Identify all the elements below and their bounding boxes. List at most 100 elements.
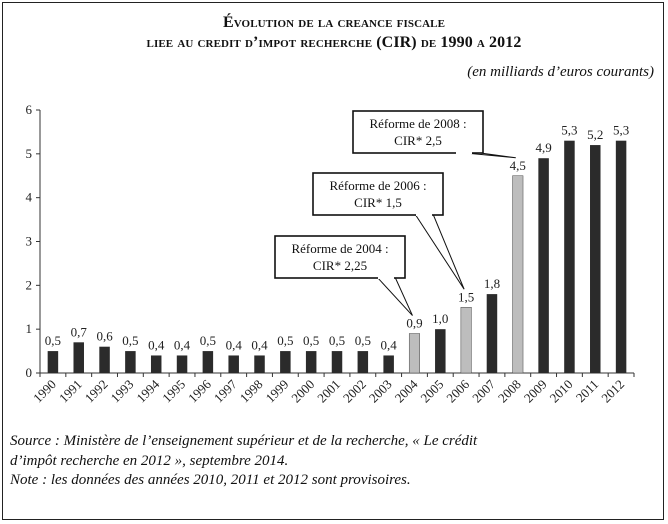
- bar-chart: 0,5 0,7 0,6 0,5 0,4 0,4 0,5 0,4 0,4 0,5 0,5 0,5 0,5 0…: [26, 102, 635, 406]
- source-note: Source : Ministère de l’enseignement sup…: [10, 432, 660, 491]
- x-tick-label-1990: 1990: [30, 377, 59, 406]
- value-label-1994: 0,4: [148, 337, 165, 352]
- bar-1996: [202, 351, 214, 373]
- annotation-box: [312, 172, 444, 216]
- value-labels-group: 0,5 0,7 0,6 0,5 0,4 0,4 0,5 0,4 0,4 0,5 0,5 0,5 0,5 0…: [45, 123, 629, 353]
- y-tick-label: 3: [26, 234, 33, 249]
- unit-note: (en milliards d’euros courants): [467, 64, 654, 80]
- bar-2004: [408, 333, 420, 374]
- bar-2012: [615, 140, 627, 373]
- x-tick-label-1995: 1995: [159, 377, 188, 406]
- x-tick-label-1999: 1999: [262, 377, 291, 406]
- value-label-2011: 5,2: [587, 127, 603, 142]
- value-label-2005: 1,0: [432, 311, 448, 326]
- bar-2006: [460, 307, 472, 374]
- value-label-1997: 0,4: [226, 337, 243, 352]
- x-tick-label-2011: 2011: [573, 377, 602, 406]
- bar-2005: [435, 329, 446, 373]
- annotation-2004: Réforme de 2004 : CIR* 2,25: [274, 235, 413, 316]
- y-tick-label: 6: [26, 102, 33, 117]
- bar-1998: [254, 355, 265, 373]
- bars-group: [47, 140, 627, 374]
- x-tick-label-1997: 1997: [211, 376, 240, 405]
- bar-2000: [305, 351, 317, 373]
- bar-1993: [125, 351, 136, 373]
- bar-2011: [590, 145, 601, 373]
- value-label-2002: 0,5: [355, 333, 371, 348]
- note-line: Note : les données des années 2010, 2011…: [10, 472, 411, 488]
- annotation-line-2: CIR* 2,5: [394, 133, 442, 148]
- value-label-2003: 0,4: [381, 337, 398, 352]
- y-tick-label: 4: [26, 190, 33, 205]
- annotation-line-2: CIR* 1,5: [354, 195, 402, 210]
- annotation-line-1: Réforme de 2008 :: [369, 116, 466, 131]
- x-tick-label-2012: 2012: [598, 377, 627, 406]
- x-tick-label-1991: 1991: [56, 377, 85, 406]
- value-label-2001: 0,5: [329, 333, 345, 348]
- bar-2010: [564, 140, 575, 373]
- chart-title-line-1: Évolution de la creance fiscale: [222, 14, 446, 31]
- y-tick-labels-group: 0 1 2 3 4 5 6: [26, 102, 33, 380]
- value-label-2009: 4,9: [535, 140, 551, 155]
- y-tick-label: 1: [26, 321, 33, 336]
- source-line-2: d’impôt recherche en 2012 », septembre 2…: [10, 452, 289, 469]
- annotation-pointer: [375, 276, 413, 316]
- x-tick-label-2000: 2000: [288, 377, 317, 406]
- y-tick-label: 0: [26, 365, 33, 380]
- x-tick-label-2006: 2006: [443, 376, 472, 405]
- x-tick-label-2007: 2007: [469, 376, 498, 405]
- annotation-line-1: Réforme de 2006 :: [329, 178, 426, 193]
- x-tick-labels-group: 1990199119921993199419951996199719981999…: [30, 376, 627, 405]
- x-tick-label-2005: 2005: [417, 377, 446, 406]
- y-tick-label: 5: [26, 146, 33, 161]
- value-label-1996: 0,5: [200, 333, 216, 348]
- y-tick-label: 2: [26, 277, 33, 292]
- x-tick-label-1992: 1992: [82, 377, 111, 406]
- x-tick-label-1996: 1996: [185, 376, 214, 405]
- x-tick-label-2008: 2008: [495, 377, 524, 406]
- chart-title-line-2: liee au credit d’impot recherche (CIR) d…: [146, 34, 522, 51]
- annotation-line-2: CIR* 2,25: [313, 258, 367, 273]
- annotation-pointer: [414, 213, 465, 290]
- value-label-1998: 0,4: [251, 337, 268, 352]
- annotation-2006: Réforme de 2006 : CIR* 1,5: [312, 172, 465, 290]
- annotation-box: [274, 235, 406, 279]
- x-tick-label-2001: 2001: [314, 377, 343, 406]
- annotation-line-1: Réforme de 2004 :: [291, 241, 388, 256]
- x-tick-label-1998: 1998: [237, 377, 266, 406]
- source-line-1: Source : Ministère de l’enseignement sup…: [10, 433, 478, 449]
- x-tick-label-2009: 2009: [521, 377, 550, 406]
- bar-1997: [228, 355, 239, 373]
- annotation-box: [352, 110, 484, 154]
- bar-2001: [331, 351, 343, 373]
- value-label-2010: 5,3: [561, 123, 577, 138]
- bar-2008: [512, 175, 524, 374]
- bar-1991: [73, 342, 84, 373]
- x-tick-label-2002: 2002: [340, 377, 369, 406]
- x-tick-label-1994: 1994: [133, 376, 162, 405]
- value-label-1993: 0,5: [122, 333, 138, 348]
- annotation-2008: Réforme de 2008 : CIR* 2,5: [352, 110, 516, 159]
- bar-1992: [99, 346, 110, 373]
- bar-1999: [280, 351, 291, 373]
- value-label-1999: 0,5: [277, 333, 293, 348]
- value-label-1991: 0,7: [71, 324, 88, 339]
- bar-2003: [383, 355, 394, 373]
- bar-1994: [150, 355, 162, 373]
- bar-2009: [538, 158, 549, 373]
- bar-2007: [486, 294, 498, 373]
- bar-2002: [357, 351, 369, 373]
- x-tick-label-2003: 2003: [366, 377, 395, 406]
- value-label-2007: 1,8: [484, 276, 500, 291]
- x-tick-label-2004: 2004: [392, 376, 421, 405]
- value-label-2012: 5,3: [613, 123, 629, 138]
- x-tick-label-1993: 1993: [108, 377, 137, 406]
- value-label-2004: 0,9: [406, 316, 422, 331]
- value-label-2008: 4,5: [510, 158, 526, 173]
- x-tick-label-2010: 2010: [547, 377, 576, 406]
- value-label-1990: 0,5: [45, 333, 61, 348]
- value-label-1992: 0,6: [96, 329, 113, 344]
- value-label-2006: 1,5: [458, 289, 474, 304]
- bar-1995: [176, 355, 188, 373]
